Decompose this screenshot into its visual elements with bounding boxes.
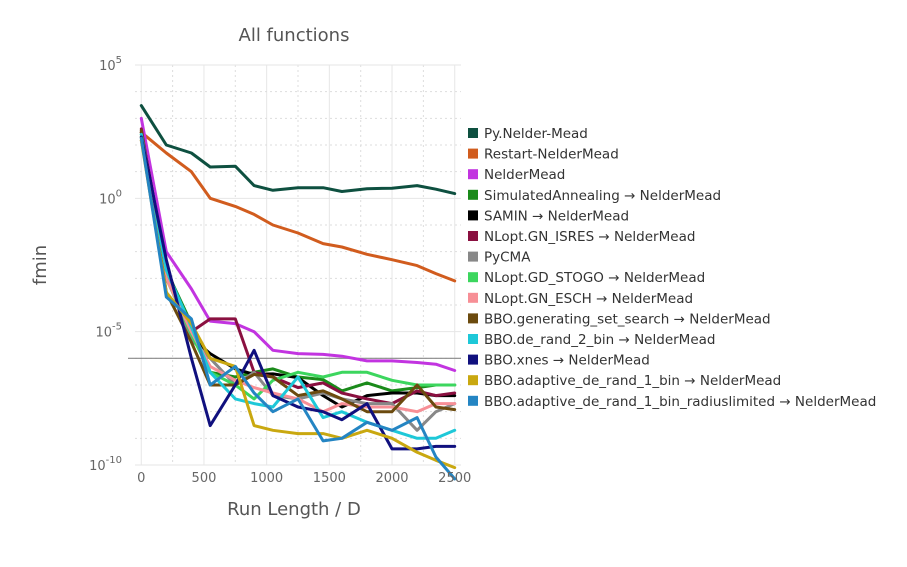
x-axis-title: Run Length / D xyxy=(227,499,361,520)
legend-label: NLopt.GN_ISRES → NelderMead xyxy=(484,229,695,245)
series-line-10 xyxy=(139,129,457,414)
series-line-2 xyxy=(139,130,457,283)
legend-label: BBO.adaptive_de_rand_1_bin → NelderMead xyxy=(484,373,781,389)
series-line-8 xyxy=(139,132,457,401)
plot-area xyxy=(128,64,461,481)
y-tick-label: 10-10 xyxy=(89,455,122,474)
legend-label: NLopt.GD_STOGO → NelderMead xyxy=(484,270,705,286)
legend-swatch xyxy=(468,375,478,386)
y-axis-title: fmin xyxy=(30,245,51,285)
legend-label: NLopt.GN_ESCH → NelderMead xyxy=(484,291,693,307)
legend-swatch xyxy=(468,395,478,406)
series-line-1 xyxy=(139,104,457,196)
legend-swatch xyxy=(468,148,478,159)
series-line-14 xyxy=(139,136,457,481)
x-tick-label: 0 xyxy=(137,471,145,486)
x-tick-label: 500 xyxy=(192,471,217,486)
grid xyxy=(135,64,461,466)
series-line-13 xyxy=(139,138,457,470)
legend-label: Py.Nelder-Mead xyxy=(484,126,588,142)
legend-label: Restart-NelderMead xyxy=(484,147,619,163)
legend-swatch xyxy=(468,189,478,200)
y-tick-label: 10-5 xyxy=(95,322,122,341)
legend-swatch xyxy=(468,354,478,365)
legend-label: BBO.generating_set_search → NelderMead xyxy=(484,311,771,327)
legend-swatch xyxy=(468,210,478,221)
x-tick-label: 2500 xyxy=(438,471,471,486)
legend: Py.Nelder-Mead Restart-NelderMead NelderMe… xyxy=(468,126,876,410)
legend-label: SAMIN → NelderMead xyxy=(484,208,629,224)
legend-label: NelderMead xyxy=(484,167,565,183)
legend-swatch xyxy=(468,292,478,303)
y-tick-label: 100 xyxy=(99,188,122,207)
series-line-3 xyxy=(139,116,457,372)
y-axis-ticks: 10-10 10-5 100 105 xyxy=(89,55,122,474)
legend-swatch xyxy=(468,334,478,344)
legend-swatch xyxy=(468,128,478,138)
x-tick-label: 2000 xyxy=(375,471,408,486)
series-layer xyxy=(139,104,457,481)
x-tick-label: 1000 xyxy=(250,471,283,486)
legend-swatch xyxy=(468,169,478,180)
legend-label: BBO.xnes → NelderMead xyxy=(484,353,650,369)
legend-swatch xyxy=(468,251,478,262)
x-axis-ticks: 0 500 1000 1500 2000 2500 xyxy=(137,471,471,486)
legend-swatch xyxy=(468,231,478,241)
legend-label: SimulatedAnnealing → NelderMead xyxy=(484,188,721,204)
legend-swatch xyxy=(468,313,478,324)
x-tick-label: 1500 xyxy=(313,471,346,486)
legend-label: BBO.de_rand_2_bin → NelderMead xyxy=(484,332,715,348)
legend-swatch xyxy=(468,272,478,283)
legend-label: BBO.adaptive_de_rand_1_bin_radiuslimited… xyxy=(484,394,876,410)
legend-label: PyCMA xyxy=(484,250,531,266)
chart-title: All functions xyxy=(239,25,350,46)
y-tick-label: 105 xyxy=(99,55,122,74)
